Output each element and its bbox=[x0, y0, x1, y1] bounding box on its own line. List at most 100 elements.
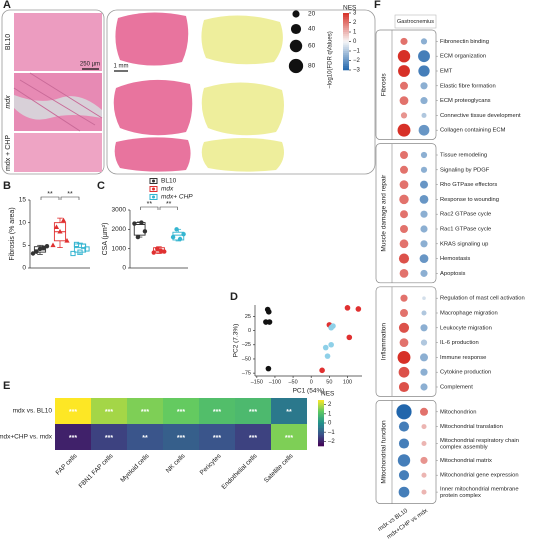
colorbar-step bbox=[318, 429, 324, 431]
significance-label: ** bbox=[166, 201, 172, 208]
dot bbox=[398, 421, 410, 432]
pathway-label: Mitochondrial matrix bbox=[440, 458, 492, 464]
colorbar-step bbox=[343, 26, 349, 29]
colorbar-step bbox=[318, 409, 324, 412]
colorbar-step bbox=[343, 28, 349, 31]
dot bbox=[397, 123, 411, 137]
heatmap-cell bbox=[127, 424, 163, 450]
colorbar-step bbox=[318, 413, 324, 416]
data-point bbox=[70, 250, 76, 257]
colorbar-step bbox=[318, 426, 324, 428]
heatmap-cell bbox=[235, 398, 271, 424]
cell-annotation: ** bbox=[142, 435, 148, 442]
colorbar-step bbox=[318, 436, 324, 439]
y-tick-label: –75 bbox=[242, 371, 251, 377]
dot bbox=[400, 81, 408, 90]
cell-annotation: *** bbox=[213, 435, 221, 442]
data-point bbox=[132, 221, 137, 226]
colorbar-tick-label: 1 bbox=[353, 30, 357, 36]
pathway-label: Fibronectin binding bbox=[440, 39, 489, 45]
dot bbox=[418, 124, 430, 136]
pathway-label: Mitochondrial gene expression bbox=[440, 473, 519, 479]
y-tick-label: –25 bbox=[242, 342, 251, 348]
heatmap-cell bbox=[163, 424, 199, 450]
tissue-section bbox=[114, 137, 191, 172]
cell-annotation: *** bbox=[177, 409, 185, 416]
dot bbox=[420, 368, 428, 376]
dot bbox=[420, 82, 428, 90]
tissue-section bbox=[201, 82, 284, 136]
dot bbox=[418, 50, 430, 63]
dot bbox=[400, 294, 408, 302]
size-legend-label: 20 bbox=[308, 11, 316, 18]
pathway-label: Rac1 GTPase cycle bbox=[440, 227, 491, 233]
colorbar-tick-label: 0 bbox=[353, 39, 357, 45]
colorbar-step bbox=[343, 35, 349, 38]
pathway-label: Complement bbox=[440, 385, 473, 391]
colorbar-step bbox=[343, 13, 349, 16]
dot bbox=[420, 166, 428, 173]
heatmap-cell bbox=[55, 424, 91, 450]
pathway-label: IL-6 production bbox=[440, 340, 479, 346]
legend-marker bbox=[152, 179, 155, 183]
dot bbox=[398, 381, 410, 393]
dot bbox=[398, 438, 410, 449]
group-label: Muscle damage and repair bbox=[381, 174, 388, 252]
dot bbox=[420, 240, 428, 248]
cell-annotation: *** bbox=[69, 409, 77, 416]
pathway-label: Mitochondrial respiratory chain bbox=[440, 438, 519, 444]
data-point bbox=[30, 251, 36, 256]
colorbar-step bbox=[343, 52, 349, 56]
cell-annotation: *** bbox=[177, 435, 185, 442]
data-point bbox=[355, 306, 362, 312]
colorbar-step bbox=[343, 68, 349, 71]
dot bbox=[400, 165, 408, 174]
colorbar-step bbox=[343, 41, 349, 44]
data-point bbox=[41, 245, 46, 250]
heatmap-cell bbox=[271, 398, 307, 424]
row-label: mdx bbox=[5, 95, 12, 109]
data-point bbox=[162, 249, 167, 254]
heatmap-cell bbox=[163, 398, 199, 424]
colorbar-step bbox=[343, 14, 349, 18]
data-point bbox=[170, 234, 176, 240]
colorbar-step bbox=[343, 62, 349, 65]
colorbar-step bbox=[343, 60, 349, 63]
colorbar-step bbox=[343, 56, 349, 59]
colorbar-step bbox=[318, 424, 324, 427]
dot bbox=[398, 366, 410, 378]
colorbar-step bbox=[318, 441, 324, 444]
heatmap-cell bbox=[271, 424, 307, 450]
data-point bbox=[77, 249, 83, 255]
pathway-label: Elastic fibre formation bbox=[440, 83, 496, 89]
dot bbox=[399, 96, 409, 105]
tissue-section bbox=[201, 15, 283, 65]
dot bbox=[398, 470, 410, 481]
legend-label: BL10 bbox=[161, 178, 177, 185]
dot bbox=[420, 324, 428, 332]
dot bbox=[399, 239, 409, 249]
dot bbox=[400, 309, 408, 317]
colorbar-step bbox=[318, 432, 324, 435]
size-legend-label: 80 bbox=[308, 63, 316, 70]
dot bbox=[420, 456, 428, 464]
histology bbox=[13, 13, 128, 172]
colorbar-tick-label: –1 bbox=[328, 430, 335, 436]
dot bbox=[421, 472, 427, 478]
colorbar-tick-label: −1 bbox=[353, 49, 361, 55]
pathway-label: ECM organization bbox=[440, 54, 486, 60]
colorbar-tick-label: 0 bbox=[328, 421, 332, 427]
colorbar-step bbox=[318, 439, 324, 442]
dot bbox=[420, 407, 428, 416]
dot bbox=[420, 151, 428, 159]
x-tick-label: 0 bbox=[310, 379, 313, 385]
y-axis-label: CSA (µm²) bbox=[102, 223, 109, 256]
significance-label: ** bbox=[67, 191, 73, 198]
column-header: Gastrocnemius bbox=[397, 19, 434, 25]
colorbar-step bbox=[318, 400, 324, 402]
heatmap-cell bbox=[91, 424, 127, 450]
cell-annotation: *** bbox=[249, 409, 257, 416]
data-point bbox=[322, 344, 329, 351]
cell-annotation: *** bbox=[105, 435, 113, 442]
data-point bbox=[135, 234, 141, 240]
